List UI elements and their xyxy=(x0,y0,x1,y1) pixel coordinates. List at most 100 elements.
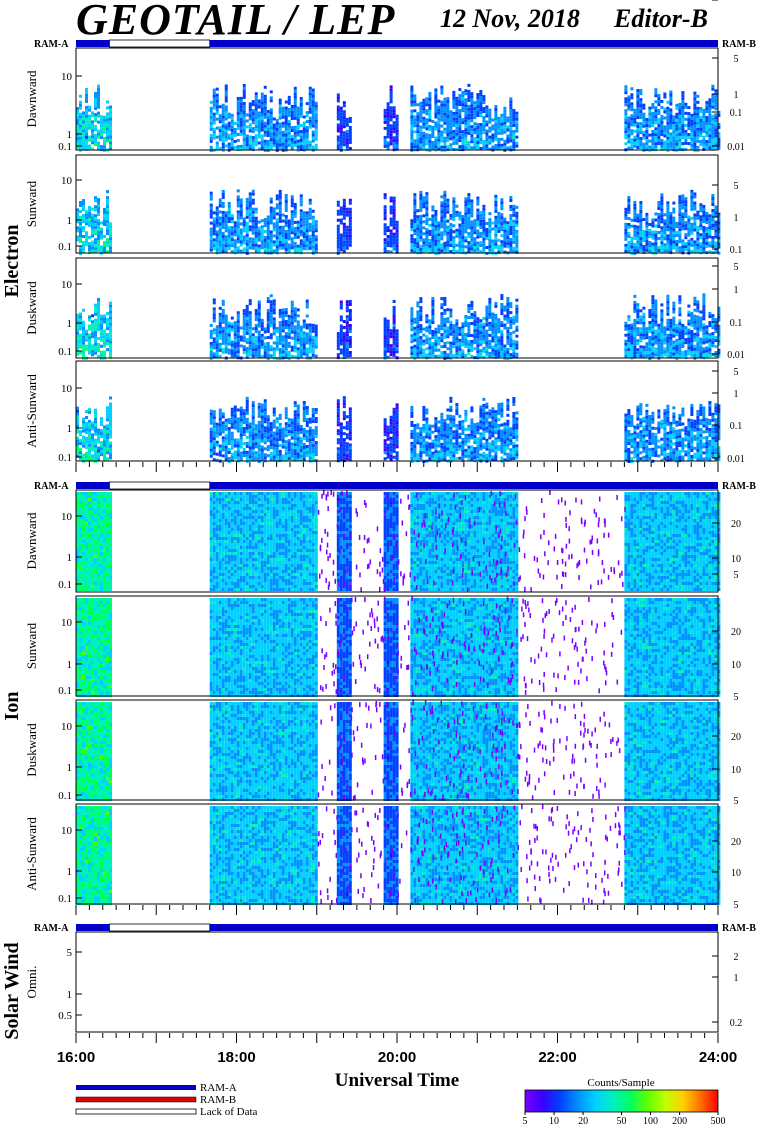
spectrogram-cell xyxy=(666,213,670,217)
spectrogram-cell xyxy=(263,336,267,340)
spectrogram-cell xyxy=(506,224,510,228)
spectrogram-cell xyxy=(94,95,97,99)
spectrogram-cell xyxy=(675,246,679,250)
spectrogram-cell xyxy=(636,113,640,117)
spectrogram-cell xyxy=(422,131,426,135)
spectrogram-cell xyxy=(85,216,88,220)
spectrogram-cell xyxy=(696,133,700,137)
spectrogram-cell xyxy=(392,223,396,227)
spectrogram-cell xyxy=(687,118,691,122)
spectrogram-cell xyxy=(687,112,691,116)
spectrogram-cell xyxy=(443,115,447,119)
spectrogram-cell xyxy=(305,353,309,357)
spectrogram-cell xyxy=(675,103,679,107)
spectrogram-cell xyxy=(342,341,346,345)
spectrogram-cell xyxy=(705,239,709,243)
spectrogram-cell xyxy=(479,352,483,356)
spectrogram-cell xyxy=(639,125,643,129)
spectrogram-cell xyxy=(299,233,303,237)
spectrogram-cell xyxy=(245,215,249,219)
spectrogram-cell xyxy=(348,128,352,132)
spectrogram-cell xyxy=(642,118,646,122)
spectrogram-column xyxy=(272,207,276,253)
spectrogram-cell xyxy=(708,223,712,227)
spectrogram-cell xyxy=(708,125,712,129)
spectrogram-cell xyxy=(266,299,270,303)
spectrogram-cell xyxy=(422,238,426,242)
spectrogram-column xyxy=(470,199,474,254)
spectrogram-cell xyxy=(236,210,240,214)
spectrogram-cell xyxy=(488,306,492,310)
spectrogram-cell xyxy=(485,141,489,145)
spectrogram-cell xyxy=(458,109,462,113)
spectrogram-cell xyxy=(236,114,240,118)
spectrogram-cell xyxy=(85,93,88,97)
spectrogram-cell xyxy=(91,332,94,336)
spectrogram-cell xyxy=(458,217,462,221)
spectrogram-cell xyxy=(684,227,688,231)
spectrogram-cell xyxy=(419,214,423,218)
spectrogram-cell xyxy=(395,144,399,148)
spectrogram-cell xyxy=(461,331,465,335)
spectrogram-cell xyxy=(711,227,715,231)
spectrogram-cell xyxy=(227,210,231,214)
spectrogram-cell xyxy=(428,244,432,248)
spectrogram-cell xyxy=(88,247,91,251)
spectrogram-cell xyxy=(467,241,471,245)
spectrogram-cell xyxy=(275,326,279,330)
spectrogram-cell xyxy=(266,236,270,240)
spectrogram-cell xyxy=(218,324,222,328)
spectrogram-cell xyxy=(345,141,349,145)
spectrogram-cell xyxy=(467,107,471,111)
spectrogram-cell xyxy=(109,222,112,226)
spectrogram-cell xyxy=(230,322,234,326)
spectrogram-cell xyxy=(263,236,267,240)
spectrogram-cell xyxy=(660,117,664,121)
spectrogram-cell xyxy=(278,326,282,330)
spectrogram-cell xyxy=(699,221,703,225)
spectrogram-cell xyxy=(248,323,252,327)
spectrogram-cell xyxy=(395,247,399,251)
spectrogram-cell xyxy=(218,306,222,310)
spectrogram-cell xyxy=(260,339,264,343)
spectrogram-cell xyxy=(413,329,417,333)
spectrogram-cell xyxy=(254,101,258,105)
spectrogram-cell xyxy=(224,108,228,112)
spectrogram-cell xyxy=(714,223,718,227)
spectrogram-cell xyxy=(314,354,318,358)
spectrogram-cell xyxy=(299,352,303,356)
spectrogram-cell xyxy=(392,202,396,206)
spectrogram-cell xyxy=(425,133,429,137)
spectrogram-cell xyxy=(336,242,340,246)
spectrogram-cell xyxy=(690,207,694,211)
spectrogram-cell xyxy=(260,113,264,117)
spectrogram-cell xyxy=(386,123,390,127)
spectrogram-cell xyxy=(702,204,706,208)
spectrogram-cell xyxy=(224,344,228,348)
spectrogram-cell xyxy=(308,329,312,333)
spectrogram-cell xyxy=(278,128,282,132)
spectrogram-cell xyxy=(302,340,306,344)
spectrogram-cell xyxy=(479,216,483,220)
spectrogram-cell xyxy=(461,145,465,149)
spectrogram-cell xyxy=(242,241,246,245)
spectrogram-cell xyxy=(669,108,673,112)
spectrogram-cell xyxy=(627,246,631,250)
spectrogram-cell xyxy=(103,344,106,348)
spectrogram-cell xyxy=(275,233,279,237)
spectrogram-cell xyxy=(293,214,297,218)
spectrogram-cell xyxy=(446,147,450,151)
spectrogram-cell xyxy=(413,220,417,224)
spectrogram-cell xyxy=(711,105,715,109)
spectrogram-cell xyxy=(714,134,718,138)
spectrogram-cell xyxy=(260,137,264,141)
spectrogram-cell xyxy=(106,127,109,131)
spectrogram-cell xyxy=(266,109,270,113)
spectrogram-cell xyxy=(94,98,97,102)
spectrogram-cell xyxy=(221,338,225,342)
spectrogram-cell xyxy=(410,112,414,116)
spectrogram-cell xyxy=(389,250,393,254)
spectrogram-cell xyxy=(657,219,661,223)
spectrogram-cell xyxy=(494,129,498,133)
